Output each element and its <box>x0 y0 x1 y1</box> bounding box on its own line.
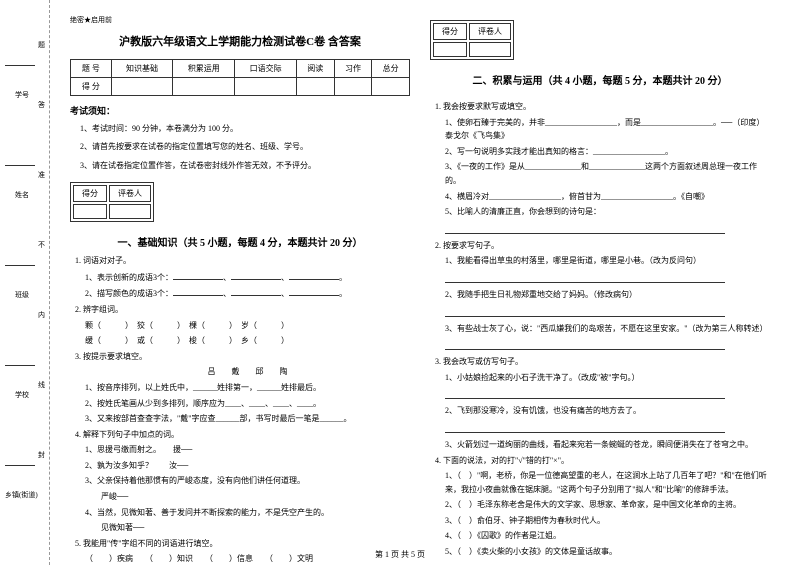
answer-line[interactable] <box>445 224 725 234</box>
section1-title: 一、基础知识（共 5 小题，每题 4 分，本题共计 20 分） <box>70 234 410 249</box>
score-col-6: 总分 <box>372 60 410 78</box>
score-row-label: 得 分 <box>71 78 112 96</box>
score-col-1: 知识基础 <box>111 60 173 78</box>
seal-mark-2: 线 <box>38 380 45 390</box>
q4b: 2、孰为汝多知乎？ 汝── <box>70 459 410 473</box>
s2q1c: 3、《一夜的工作》是从______________和______________… <box>430 160 770 187</box>
s2q4a: 1、（ ）"啊，老桥，你是一位德高望重的老人，在这涧水上站了几百年了吧？"和"在… <box>430 469 770 496</box>
q1: 1. 词语对对子。 <box>70 254 410 268</box>
q3a: 1、按音序排列，以上姓氏中，______姓排第一，______姓排最后。 <box>70 381 410 395</box>
confidential-mark: 绝密★启用前 <box>70 15 410 25</box>
section2-title: 二、积累与运用（共 4 小题，每题 5 分，本题共计 20 分） <box>430 72 770 87</box>
s2q4c: 3、（ ）俞伯牙、钟子期相传为春秋时代人。 <box>430 514 770 528</box>
bind-line-3 <box>5 265 35 266</box>
bind-label-school: 学校 <box>15 390 29 400</box>
q4d: 严峻── <box>70 490 410 504</box>
bind-label-township: 乡镇(街道) <box>5 490 38 500</box>
page-footer: 第 1 页 共 5 页 <box>0 549 800 560</box>
seal-mark-3: 内 <box>38 310 45 320</box>
right-column: 得分评卷人 二、积累与运用（共 4 小题，每题 5 分，本题共计 20 分） 1… <box>420 15 780 555</box>
left-column: 绝密★启用前 沪教版六年级语文上学期能力检测试卷C卷 含答案 题 号 知识基础 … <box>60 15 420 555</box>
seal-mark-4: 不 <box>38 240 45 250</box>
s2q4b: 2、（ ）毛泽东称老舍是伟大的文学家、思想家、革命家，是中国文化革命的主将。 <box>430 498 770 512</box>
s2q2a: 1、我能看得出草虫的村落里，哪里是街道，哪里是小巷。（改为反问句） <box>430 254 770 268</box>
answer-line[interactable] <box>445 340 725 350</box>
content-area: 绝密★启用前 沪教版六年级语文上学期能力检测试卷C卷 含答案 题 号 知识基础 … <box>50 0 800 565</box>
q4f: 见微知著── <box>70 521 410 535</box>
scorer-c1: 得分 <box>73 185 107 202</box>
score-col-2: 积累运用 <box>173 60 235 78</box>
seal-mark-5: 准 <box>38 170 45 180</box>
s2q4d: 4、（ ）《囚歌》的作者是江姐。 <box>430 529 770 543</box>
s2q3a: 1、小姑娘捡起来的小石子洗干净了。（改成"被"字句。） <box>430 371 770 385</box>
answer-line[interactable] <box>445 307 725 317</box>
binding-area: 乡镇(街道) 学校 班级 姓名 学号 封 线 内 不 准 答 题 <box>0 0 50 565</box>
s2q3c: 3、火箭划过一道绚丽的曲线，看起来宛若一条蜿蜒的苍龙，瞬间便消失在了苍穹之中。 <box>430 438 770 452</box>
answer-line[interactable] <box>445 423 725 433</box>
q4c: 3、父亲保持着他那惯有的严峻态度，没有向他们讲任何道理。 <box>70 474 410 488</box>
notice-3: 3、请在试卷指定位置作答，在试卷密封线外作答无效，不予评分。 <box>70 159 410 173</box>
s2q3: 3. 我会改写或仿写句子。 <box>430 355 770 369</box>
q2r1: 颗（ ） 狡（ ） 棵（ ） 岁（ ） <box>70 319 410 333</box>
q4e: 4、当然，见微知著、善于发问并不断探索的能力，不是凭空产生的。 <box>70 506 410 520</box>
notice-title: 考试须知： <box>70 104 410 117</box>
score-col-3: 口语交际 <box>235 60 297 78</box>
bind-line-5 <box>5 65 35 66</box>
q3: 3. 按提示要求填空。 <box>70 350 410 364</box>
answer-line[interactable] <box>445 273 725 283</box>
q1b: 2、描写颜色的成语3个：、、。 <box>70 286 410 301</box>
s2q2: 2. 按要求写句子。 <box>430 239 770 253</box>
scorer-box-1: 得分评卷人 <box>70 182 154 222</box>
score-col-5: 习作 <box>334 60 372 78</box>
seal-mark-6: 答 <box>38 100 45 110</box>
bind-line-4 <box>5 165 35 166</box>
s2q1e: 5、比喻人的清廉正直，你会想到的诗句是： <box>430 205 770 219</box>
q2: 2. 辨字组词。 <box>70 303 410 317</box>
answer-line[interactable] <box>445 389 725 399</box>
s2q4: 4. 下面的说法，对的打"√"错的打"×"。 <box>430 454 770 468</box>
s2q1d: 4、横眉冷对__________________，俯首甘为___________… <box>430 190 770 204</box>
q4a: 1、思援弓缴而射之。 援── <box>70 443 410 457</box>
s2q1a: 1、使卵石臻于完美的，并非__________________，而是______… <box>430 116 770 143</box>
q1a: 1、表示创新的成语3个：、、。 <box>70 270 410 285</box>
bind-label-name: 姓名 <box>15 190 29 200</box>
score-cell[interactable] <box>111 78 173 96</box>
q3c: 3、又来按部首查查字法，"戴"字应查______部，书写时最后一笔是______… <box>70 412 410 426</box>
seal-mark-1: 封 <box>38 450 45 460</box>
exam-page: 乡镇(街道) 学校 班级 姓名 学号 封 线 内 不 准 答 题 绝密★启用前 … <box>0 0 800 565</box>
s2q1b: 2、写一句说明多实践才能出真知的格言：__________________。 <box>430 145 770 159</box>
bind-line-2 <box>5 365 35 366</box>
scorer-box-2: 得分评卷人 <box>430 20 514 60</box>
s2q2b: 2、我随手把生日礼物郑重地交给了妈妈。（修改病句） <box>430 288 770 302</box>
bind-label-id: 学号 <box>15 90 29 100</box>
seal-mark-7: 题 <box>38 40 45 50</box>
q3b: 2、按姓氏笔画从少到多排列，顺序应为____、____、____、____。 <box>70 397 410 411</box>
score-col-0: 题 号 <box>71 60 112 78</box>
bind-label-class: 班级 <box>15 290 29 300</box>
q3line: 吕 戴 邱 陶 <box>70 365 410 379</box>
notice-1: 1、考试时间：90 分钟，本卷满分为 100 分。 <box>70 122 410 136</box>
s2q1: 1. 我会按要求默写或填空。 <box>430 100 770 114</box>
s2q2c: 3、有些战士灰了心，说："西瓜嫌我们的岛艰苦，不愿在这里安家。"（改为第三人称转… <box>430 322 770 336</box>
notice-2: 2、请首先按要求在试卷的指定位置填写您的姓名、班级、学号。 <box>70 140 410 154</box>
score-col-4: 阅读 <box>296 60 334 78</box>
q2r2: 缓（ ） 或（ ） 梭（ ） 乡（ ） <box>70 334 410 348</box>
q4: 4. 解释下列句子中加点的词。 <box>70 428 410 442</box>
bind-line-1 <box>5 465 35 466</box>
scorer-c2: 评卷人 <box>109 185 151 202</box>
score-table: 题 号 知识基础 积累运用 口语交际 阅读 习作 总分 得 分 <box>70 59 410 96</box>
exam-title: 沪教版六年级语文上学期能力检测试卷C卷 含答案 <box>70 33 410 49</box>
s2q3b: 2、飞到那没寒冷，没有饥饿，也没有痛苦的地方去了。 <box>430 404 770 418</box>
